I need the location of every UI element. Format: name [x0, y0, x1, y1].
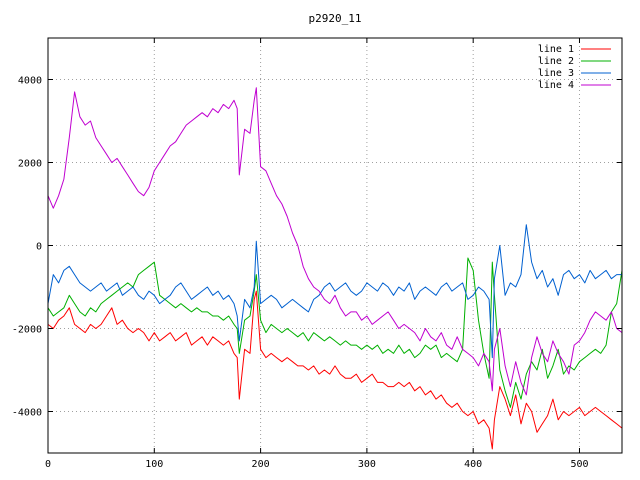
x-tick-label: 400 — [464, 459, 482, 470]
x-tick-label: 200 — [252, 459, 270, 470]
plot-frame — [47, 37, 623, 454]
y-tick-label: 2000 — [18, 159, 42, 170]
chart-title: p2920_11 — [309, 12, 362, 25]
y-tick-label: 4000 — [18, 76, 42, 87]
series-line-3 — [47, 224, 622, 359]
x-tick-label: 0 — [45, 459, 51, 470]
legend-label-4: line 4 — [538, 80, 574, 91]
series-lines — [47, 87, 623, 450]
series-line-4 — [47, 87, 623, 396]
grid-lines — [48, 38, 622, 453]
series-line-2 — [47, 257, 623, 408]
y-tick-label: -2000 — [12, 325, 42, 336]
x-tick-label: 300 — [358, 459, 376, 470]
axis-ticks: 0 100 200 300 400 500 -4000 -2000 0 2000 4000 — [12, 38, 622, 470]
y-tick-label: -4000 — [12, 408, 42, 419]
y-tick-label: 0 — [36, 242, 42, 253]
legend-label-2: line 2 — [538, 56, 574, 67]
x-tick-label: 500 — [570, 459, 588, 470]
legend-label-1: line 1 — [538, 44, 574, 55]
x-tick-label: 100 — [145, 459, 163, 470]
legend-label-3: line 3 — [538, 68, 574, 79]
series-line-1 — [47, 290, 623, 450]
